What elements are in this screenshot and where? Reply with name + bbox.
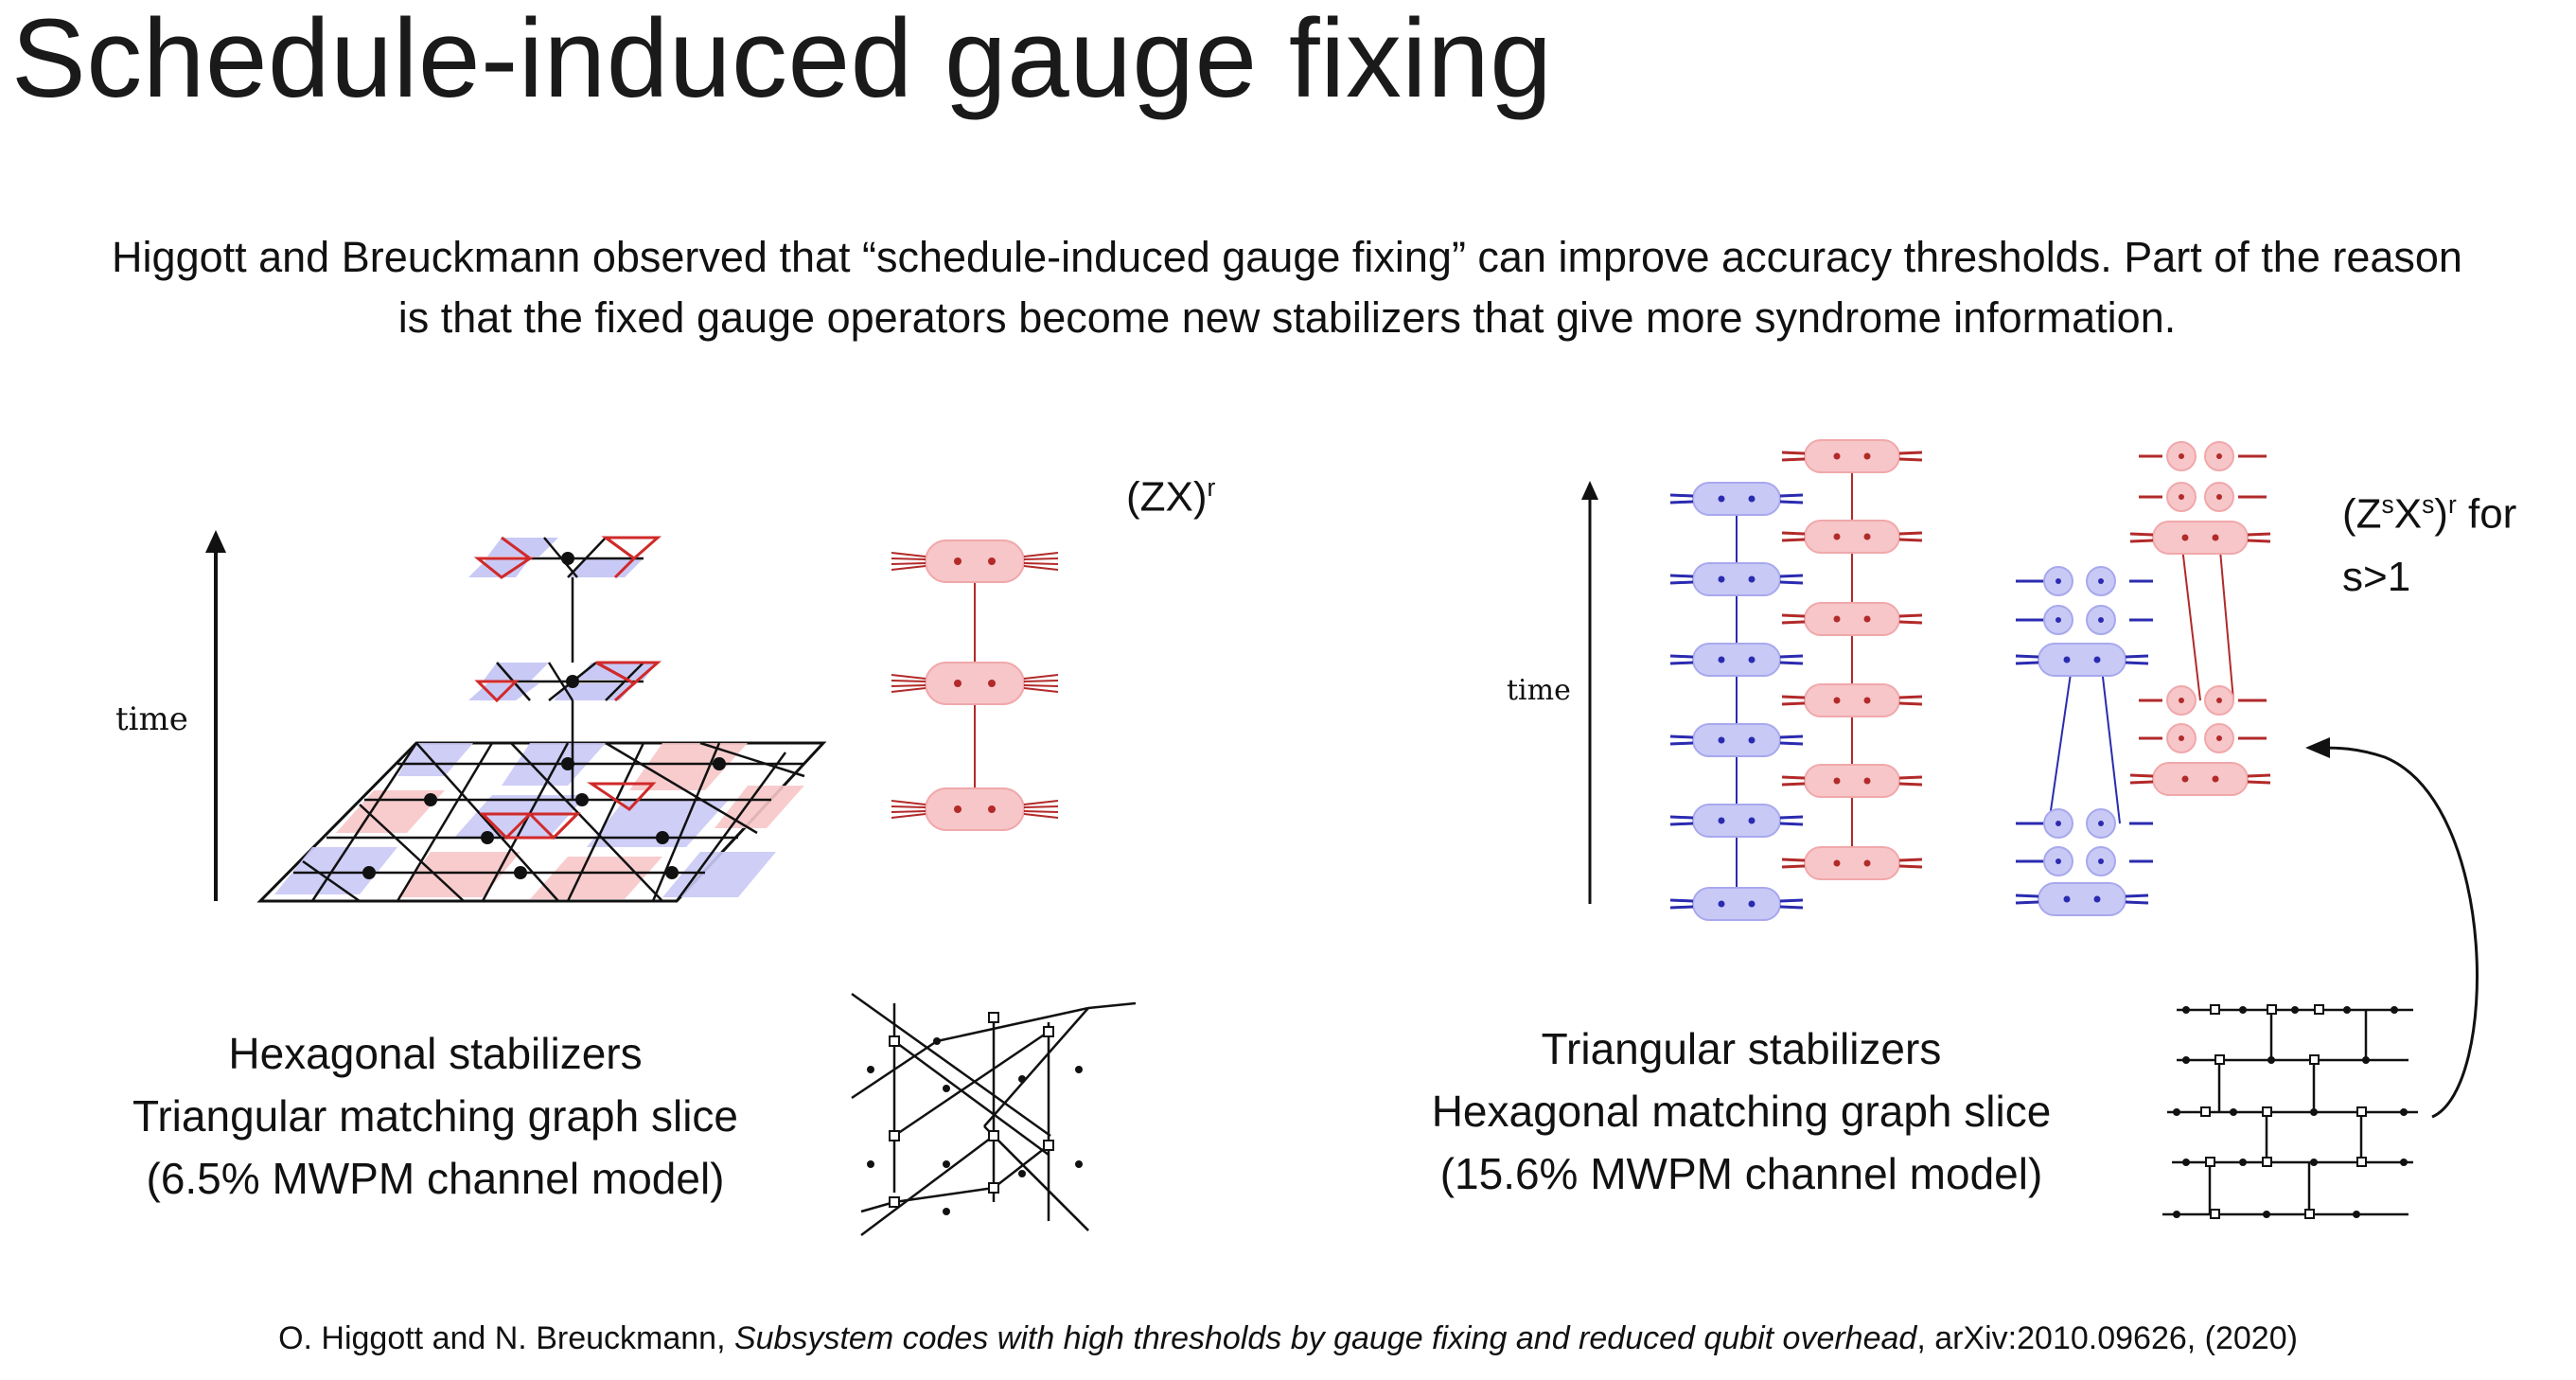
left-schedule-label: (ZX)r: [1126, 473, 1215, 522]
left-schedule-diagram: [891, 540, 1059, 831]
right-time-label: time: [1507, 674, 1571, 707]
zsxs-sup-r: r: [2447, 490, 2457, 519]
slide-title: Schedule-induced gauge fixing: [11, 0, 1553, 121]
triangular-matching-graph: [851, 992, 1137, 1236]
zsxs-sup-s2: s: [2422, 490, 2435, 519]
zx-sup: r: [1207, 473, 1216, 502]
citation-authors: O. Higgott and N. Breuckmann,: [278, 1320, 734, 1356]
base-lattice: [256, 741, 827, 903]
zsxs-part-b: X: [2393, 490, 2423, 538]
zsxs-line2: s>1: [2342, 553, 2411, 600]
blue-pill-column: [1668, 481, 1805, 922]
zsxs-part-d: for: [2456, 490, 2517, 538]
curved-pointer-arrow: [2305, 737, 2479, 1119]
citation: O. Higgott and N. Breuckmann, Subsystem …: [0, 1320, 2576, 1357]
blue-stacked-group: [2014, 566, 2153, 917]
left-time-label: time: [115, 700, 188, 738]
left-caption: Hexagonal stabilizers Triangular matchin…: [66, 1022, 804, 1210]
middle-layer: [468, 661, 662, 703]
left-caption-line3: (6.5% MWPM channel model): [146, 1154, 725, 1203]
right-schedule-label: (ZsXs)r for s>1: [2342, 473, 2516, 609]
right-time-arrow: [1581, 481, 1598, 904]
citation-ref: , arXiv:2010.09626, (2020): [1916, 1320, 2298, 1356]
intro-paragraph: Higgott and Breuckmann observed that “sc…: [112, 233, 2462, 342]
left-time-arrow: [205, 530, 226, 901]
zsxs-part-a: (Z: [2342, 490, 2382, 538]
citation-paper-title: Subsystem codes with high thresholds by …: [733, 1320, 1917, 1356]
zsxs-sup-s1: s: [2381, 490, 2394, 519]
red-stacked-group: [2128, 441, 2272, 797]
zsxs-part-c: ): [2434, 490, 2448, 538]
red-pill-column: [1780, 438, 1924, 881]
right-caption-line3: (15.6% MWPM channel model): [1439, 1149, 2043, 1198]
right-caption-line2: Hexagonal matching graph slice: [1431, 1087, 2052, 1136]
right-caption-line1: Triangular stabilizers: [1541, 1024, 1942, 1073]
right-caption: Triangular stabilizers Hexagonal matchin…: [1363, 1017, 2120, 1205]
hexagonal-matching-graph: [2162, 1004, 2418, 1219]
top-layer: [468, 536, 662, 579]
left-lattice-stack: [256, 536, 827, 903]
left-caption-line2: Triangular matching graph slice: [132, 1091, 739, 1141]
left-caption-line1: Hexagonal stabilizers: [228, 1029, 643, 1078]
zx-text: (ZX): [1126, 473, 1208, 521]
